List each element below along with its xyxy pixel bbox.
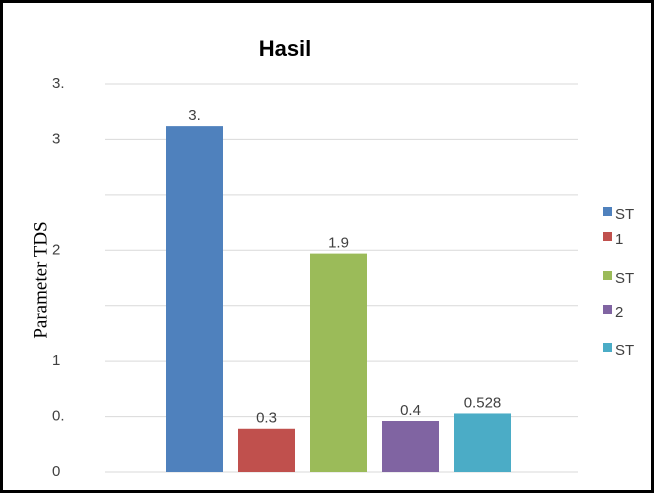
bar: [382, 421, 439, 472]
value-label: 3.: [188, 107, 201, 124]
y-tick-label: 3: [52, 130, 60, 147]
y-axis-label: Parameter TDS: [30, 221, 51, 338]
bar: [238, 428, 295, 472]
value-label: 0.528: [464, 394, 502, 411]
legend-label: ST: [615, 206, 634, 223]
y-tick-label: 1: [52, 352, 60, 369]
y-tick-label: 0: [52, 463, 60, 480]
legend-label: 2: [615, 304, 623, 321]
legend-swatch: [603, 207, 612, 216]
legend-label: ST: [615, 270, 634, 287]
legend-label: ST: [615, 342, 634, 359]
value-label: 0.3: [256, 410, 277, 427]
legend-swatch: [603, 305, 612, 314]
chart-title: Hasil: [259, 36, 312, 61]
value-label: 0.4: [400, 402, 421, 419]
y-tick-label: 2: [52, 241, 60, 258]
legend-label: 1: [615, 231, 623, 248]
bar: [310, 253, 367, 472]
y-tick-label: 3.: [52, 75, 65, 92]
y-tick-label: 0.: [52, 408, 65, 425]
value-label: 1.9: [328, 235, 349, 252]
legend: ST 1 ST 2 ST: [603, 206, 634, 359]
bar: [454, 413, 511, 472]
legend-swatch: [603, 343, 612, 352]
legend-swatch: [603, 232, 612, 241]
bar: [166, 126, 223, 472]
legend-swatch: [603, 271, 612, 280]
